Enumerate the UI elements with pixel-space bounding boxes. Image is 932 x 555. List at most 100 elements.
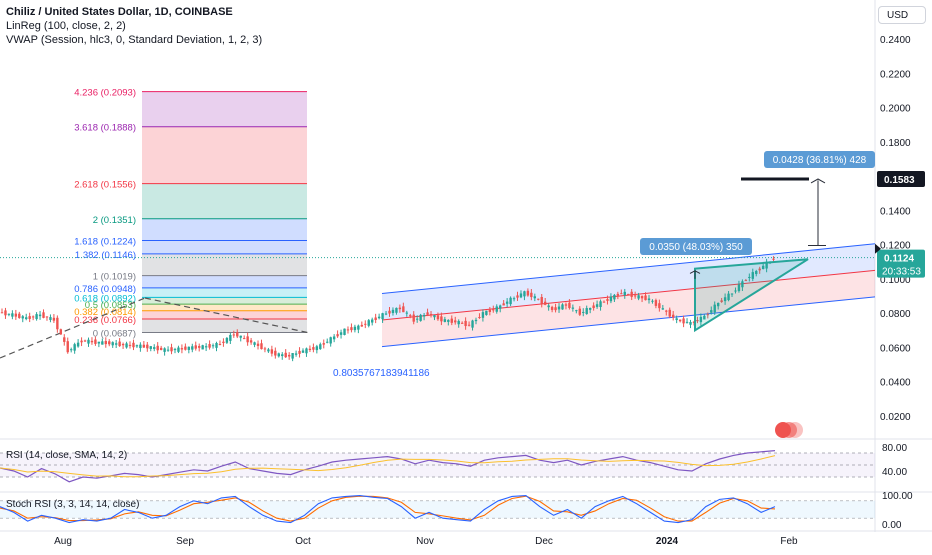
vwap-legend[interactable]: VWAP (Session, hlc3, 0, Standard Deviati… [6, 34, 263, 46]
linreg-upper-band [382, 243, 875, 321]
candle-body [94, 339, 97, 344]
candle-body [104, 341, 107, 345]
candle-body [478, 316, 481, 318]
candle-body [42, 312, 45, 318]
symbol-title[interactable]: Chiliz / United States Dollar, 1D, COINB… [6, 6, 233, 18]
fib-level-label: 0.786 (0.0948) [74, 284, 136, 295]
pattern-measure-label: 0.0350 (48.03%) 350 [649, 242, 743, 253]
candle-body [339, 332, 343, 335]
candle-body [429, 313, 433, 315]
candle-body [509, 297, 512, 305]
candle-body [274, 350, 277, 356]
candle-body [564, 304, 568, 306]
pattern-measure-label-bg [640, 238, 752, 255]
candle-body [246, 336, 249, 343]
candle-body [512, 298, 516, 300]
fib-level-label: 1.382 (0.1146) [75, 250, 136, 261]
candle-body [696, 320, 699, 322]
candle-body [499, 305, 502, 309]
fib-level-label: 0.5 (0.0853) [85, 300, 136, 311]
candle-body [630, 291, 633, 297]
candle-body [450, 318, 453, 323]
candle-body [761, 265, 765, 270]
candle-body [59, 329, 63, 335]
candle-body [38, 314, 42, 317]
candle-body [523, 291, 526, 297]
candle-body [52, 317, 56, 321]
candle-body [332, 336, 336, 340]
candle-body [66, 341, 69, 353]
linreg-legend[interactable]: LinReg (100, close, 2, 2) [6, 20, 126, 32]
candle-body [495, 306, 498, 312]
trend-line-right [144, 297, 311, 334]
candle-body [543, 301, 547, 305]
candle-body [173, 349, 177, 351]
price-tick-label: 0.1800 [880, 138, 911, 149]
candle-body [554, 307, 557, 311]
candle-body [481, 312, 485, 318]
candle-body [609, 296, 613, 302]
candle-body [599, 301, 602, 308]
candle-body [128, 344, 132, 346]
candle-body [90, 340, 94, 343]
candle-body [25, 317, 28, 320]
candle-body [620, 293, 623, 295]
fib-zone [142, 91, 307, 127]
candle-body [575, 310, 578, 312]
candle-body [371, 319, 374, 323]
candle-body [146, 344, 149, 349]
candle-body [668, 309, 671, 317]
candle-body [239, 335, 242, 338]
fib-zone [142, 275, 307, 288]
candle-body [31, 316, 35, 318]
candle-body [225, 337, 229, 343]
candle-body [474, 319, 478, 322]
fib-zone [142, 287, 307, 298]
candle-body [720, 300, 723, 303]
candle-body [312, 347, 315, 350]
candle-body [267, 349, 270, 352]
stoch-title: Stoch RSI (3, 3, 14, 14, close) [6, 499, 139, 510]
target-price-tag-bg [877, 171, 925, 188]
candle-body [716, 302, 720, 307]
candle-body [398, 307, 402, 310]
fib-level-label: 2.618 (0.1556) [74, 180, 136, 191]
target-measure-label-bg [764, 151, 875, 168]
price-tick-label: 0.1400 [880, 206, 911, 217]
candle-body [675, 318, 678, 321]
candle-body [447, 319, 450, 322]
candle-body [561, 304, 564, 310]
fib-level-label: 1.618 (0.1224) [74, 237, 136, 248]
candle-body [69, 349, 73, 351]
candle-body [540, 296, 543, 304]
candle-body [440, 316, 443, 322]
candle-body [464, 320, 467, 327]
candle-body [284, 352, 287, 358]
fib-level-label: 1 (0.1019) [93, 272, 136, 283]
candle-body [460, 322, 464, 324]
candle-body [623, 291, 626, 296]
stoch-k-line [0, 495, 776, 524]
candle-body [149, 346, 152, 349]
candle-body [751, 272, 754, 279]
candle-body [201, 345, 204, 350]
candle-body [557, 306, 561, 310]
candle-body [367, 320, 370, 326]
currency-selector[interactable]: USD [878, 6, 926, 24]
fib-zone [142, 240, 307, 254]
pattern-arrow-head [689, 270, 701, 274]
candle-body [121, 343, 125, 346]
candle-body [388, 310, 391, 314]
candle-body [4, 310, 7, 316]
candle-body [35, 314, 38, 320]
candle-body [703, 315, 706, 320]
candle-body [412, 314, 415, 322]
candle-body [582, 311, 585, 313]
candle-body [647, 298, 651, 301]
fib-zone [142, 319, 307, 333]
candle-body [443, 319, 447, 322]
candle-body [471, 320, 474, 328]
candle-body [644, 295, 647, 301]
fib-zone [142, 126, 307, 184]
